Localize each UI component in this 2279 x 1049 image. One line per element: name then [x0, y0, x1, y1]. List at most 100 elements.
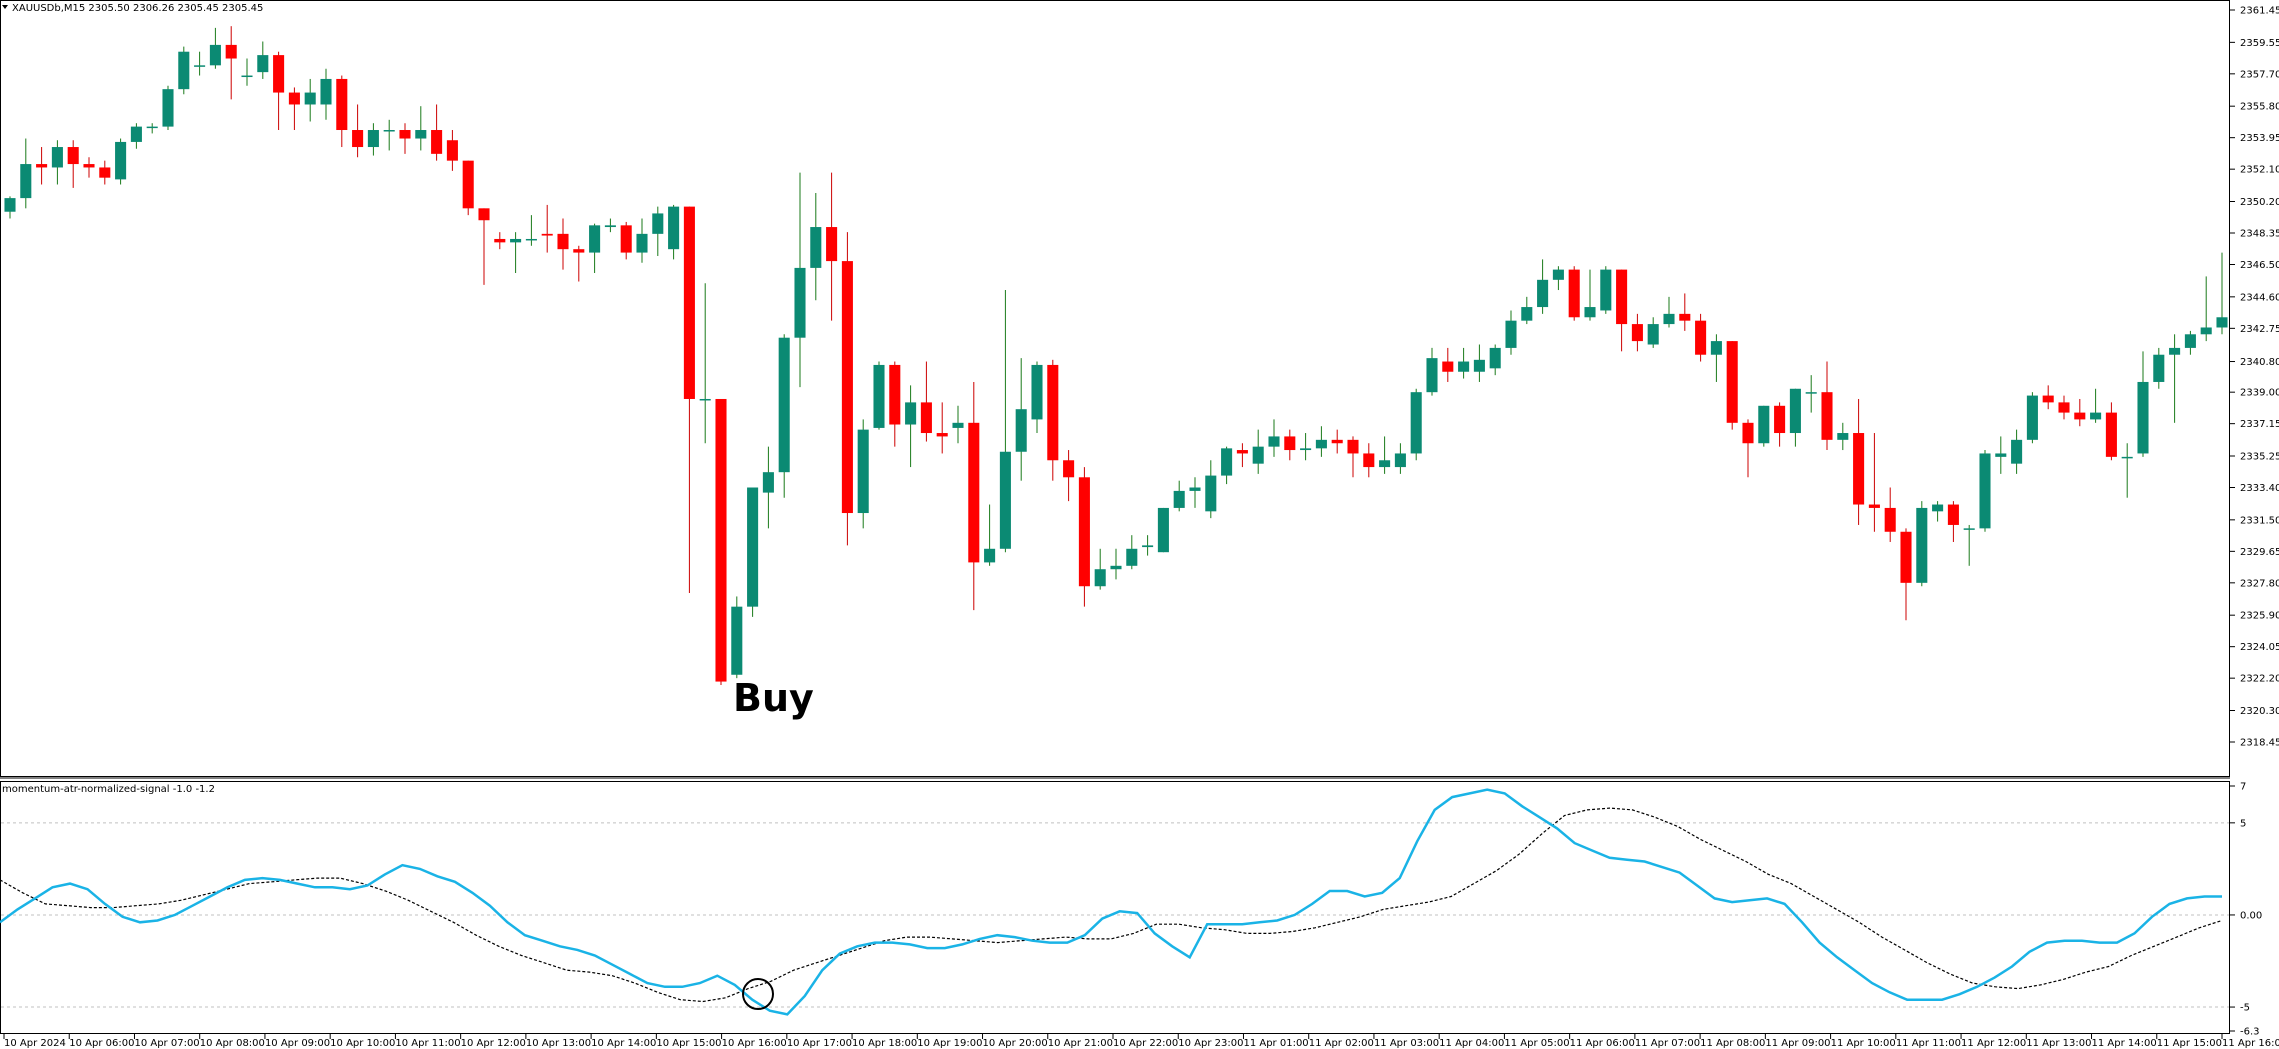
candle-body: [968, 422, 980, 563]
candle: [2169, 334, 2181, 423]
candle-body: [810, 227, 822, 268]
candle: [304, 78, 316, 122]
candle: [162, 85, 174, 131]
price-tick-label: 2318.45: [2240, 738, 2279, 749]
candle: [2042, 385, 2054, 410]
time-tick-label: 10 Apr 10:00: [330, 1038, 395, 1049]
candle: [873, 361, 885, 430]
candle: [2105, 402, 2117, 461]
candle-body: [209, 44, 221, 66]
candle: [1047, 359, 1059, 481]
candle-body: [1631, 324, 1643, 342]
candle: [20, 138, 32, 209]
candle: [1710, 334, 1722, 382]
symbol-dropdown-icon[interactable]: [2, 5, 8, 9]
candle: [1189, 477, 1201, 508]
candle-body: [668, 206, 680, 250]
candle: [1268, 419, 1280, 457]
candle: [241, 58, 253, 86]
candle-body: [762, 472, 774, 493]
candle-body: [1031, 364, 1043, 420]
candle-body: [1600, 269, 1612, 311]
candle: [2011, 429, 2023, 474]
price-tick-label: 2355.80: [2240, 102, 2279, 113]
candle-body: [604, 225, 616, 228]
candle-body: [67, 147, 79, 165]
price-pane-frame: [0, 0, 2230, 777]
candle: [636, 218, 648, 263]
candle-body: [1268, 436, 1280, 447]
candle: [462, 160, 474, 216]
candle-body: [273, 55, 285, 93]
candle-body: [383, 130, 395, 132]
time-tick-label: 10 Apr 21:00: [1048, 1038, 1113, 1049]
candle: [1505, 310, 1517, 355]
candle: [1552, 266, 1564, 291]
candle: [415, 106, 427, 151]
candle: [2153, 347, 2165, 389]
candle-body: [431, 130, 443, 154]
candle-body: [2090, 412, 2102, 420]
candle-body: [1221, 448, 1233, 476]
candle: [1837, 422, 1849, 451]
time-tick-label: 10 Apr 06:00: [69, 1038, 134, 1049]
time-axis: 10 Apr 2024 10 Apr 06:00 10 Apr 07:00 10 Ap…: [3, 1034, 2279, 1049]
candle: [1205, 460, 1217, 519]
candle: [1489, 344, 1501, 376]
indicator-tick-label: -5: [2240, 1003, 2250, 1014]
candle-body: [1616, 269, 1628, 325]
candle: [699, 283, 711, 444]
candle-body: [731, 606, 743, 675]
candle: [1600, 266, 1612, 314]
time-tick-label: 11 Apr 02:00: [1309, 1038, 1374, 1049]
candle: [67, 140, 79, 188]
candle: [1758, 405, 1770, 447]
candle-body: [1078, 477, 1090, 587]
time-tick-label: 11 Apr 14:00: [2092, 1038, 2157, 1049]
candle: [83, 157, 95, 178]
candle: [510, 232, 522, 274]
candle-body: [652, 213, 664, 234]
candle: [1173, 480, 1185, 512]
candle-body: [2200, 327, 2212, 335]
candle: [762, 446, 774, 529]
candle: [1932, 501, 1944, 522]
candle: [1300, 433, 1312, 461]
price-tick-label: 2350.20: [2240, 197, 2279, 208]
indicator-tick-label: 5: [2240, 818, 2246, 829]
candle-body: [2153, 354, 2165, 382]
candle-body: [415, 130, 427, 139]
candle-body: [1647, 324, 1659, 345]
time-tick-label: 11 Apr 09:00: [1765, 1038, 1830, 1049]
candle-body: [1284, 436, 1296, 451]
candle-body: [1568, 269, 1580, 318]
price-tick-label: 2357.70: [2240, 69, 2279, 80]
candle: [2074, 398, 2086, 427]
candle-body: [620, 225, 632, 253]
price-tick-label: 2346.50: [2240, 260, 2279, 271]
candle-body: [557, 233, 569, 250]
candle: [557, 218, 569, 270]
candle: [1094, 548, 1106, 590]
candle: [794, 172, 806, 388]
candle: [1126, 535, 1138, 570]
price-tick-label: 2348.35: [2240, 229, 2279, 240]
time-tick-label: 10 Apr 11:00: [395, 1038, 460, 1049]
candle-body: [999, 451, 1011, 549]
candle: [146, 123, 158, 134]
candle: [1568, 266, 1580, 321]
candle-body: [194, 65, 206, 67]
candle-body: [83, 164, 95, 168]
candle: [1647, 317, 1659, 348]
candle: [857, 419, 869, 529]
candle-body: [178, 51, 190, 90]
candle: [1631, 313, 1643, 352]
time-tick-label: 10 Apr 20:00: [983, 1038, 1048, 1049]
candle: [952, 405, 964, 444]
price-tick-label: 2329.65: [2240, 547, 2279, 558]
candle-body: [20, 164, 32, 199]
price-tick-label: 2344.60: [2240, 292, 2279, 303]
candle-body: [1963, 528, 1975, 530]
candle-body: [1837, 433, 1849, 440]
